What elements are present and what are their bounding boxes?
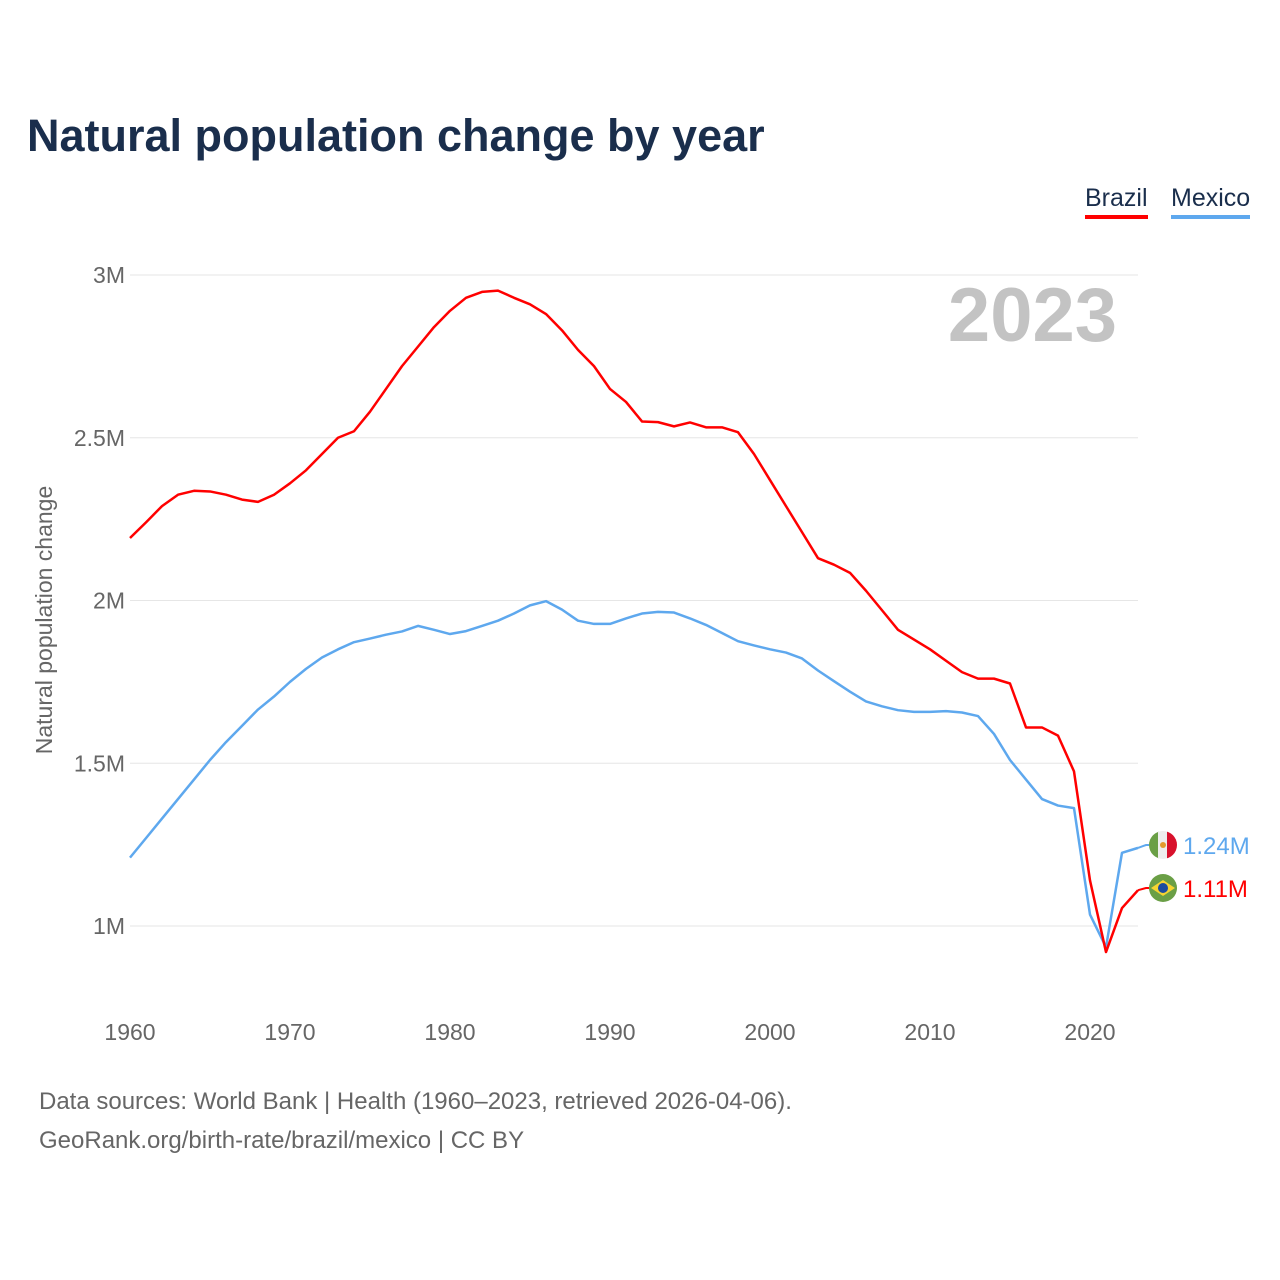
end-value-label-brazil: 1.11M xyxy=(1183,876,1248,903)
y-tick-label: 2M xyxy=(93,588,125,614)
flag-stripe xyxy=(1149,831,1159,859)
y-tick-label: 1M xyxy=(93,913,125,939)
brazil-flag-icon xyxy=(1149,874,1177,902)
series-line-mexico xyxy=(129,599,1139,949)
footer-attribution[interactable]: GeoRank.org/birth-rate/brazil/mexico | C… xyxy=(39,1127,525,1154)
x-tick-label: 1990 xyxy=(584,1019,635,1045)
flag-stripe xyxy=(1167,831,1177,859)
y-tick-label: 2.5M xyxy=(74,425,125,451)
x-tick-label: 2000 xyxy=(744,1019,795,1045)
y-tick-label: 1.5M xyxy=(74,750,125,776)
flag-emblem xyxy=(1160,842,1166,848)
legend-item-mexico[interactable]: Mexico xyxy=(1171,184,1251,219)
x-tick-label: 2010 xyxy=(904,1019,955,1045)
leader-line xyxy=(1137,844,1149,849)
x-tick-label: 2020 xyxy=(1064,1019,1115,1045)
footer-sources: Data sources: World Bank | Health (1960–… xyxy=(39,1088,792,1115)
series-line-brazil xyxy=(129,289,1139,954)
chart-title: Natural population change by year xyxy=(27,110,765,161)
year-label: 2023 xyxy=(948,273,1117,358)
leader-line xyxy=(1137,887,1149,892)
x-tick-label: 1970 xyxy=(264,1019,315,1045)
end-value-label-mexico: 1.24M xyxy=(1183,833,1250,860)
y-axis-label: Natural population change xyxy=(31,486,57,755)
x-tick-label: 1980 xyxy=(424,1019,475,1045)
flag-globe xyxy=(1158,883,1168,893)
mexico-flag-icon xyxy=(1149,831,1177,859)
legend-item-brazil[interactable]: Brazil xyxy=(1085,184,1148,219)
x-tick-label: 1960 xyxy=(104,1019,155,1045)
y-tick-label: 3M xyxy=(93,262,125,288)
